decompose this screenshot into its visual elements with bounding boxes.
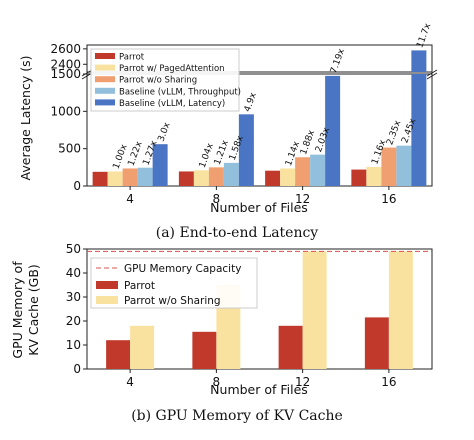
speedup-label: 1.04x (198, 141, 216, 169)
speedup-label: 3.0x (157, 121, 173, 144)
latency-legend-swatch (95, 53, 115, 59)
memory-y-axis-label-line1: GPU Memory of (10, 261, 25, 359)
latency-bar (208, 167, 224, 186)
latency-x-tick-label: 16 (381, 192, 396, 206)
lower-axis-frame (86, 73, 433, 187)
memory-y-tick-label: 10 (66, 338, 81, 352)
latency-legend-label: Baseline (vLLM, Throughput) (119, 87, 241, 97)
latency-x-tick-label: 12 (295, 192, 310, 206)
memory-legend-box (90, 257, 258, 309)
latency-bar (411, 50, 427, 72)
latency-legend-swatch (95, 87, 115, 94)
memory-bar (192, 331, 217, 369)
memory-bar (130, 325, 155, 369)
latency-legend-box (90, 48, 240, 112)
upper-axis-frame (86, 44, 433, 73)
memory-y-tick-label: 50 (66, 242, 81, 256)
latency-bar (295, 157, 311, 186)
latency-x-axis-label: Number of Files (210, 200, 308, 215)
latency-bar (92, 171, 108, 186)
memory-legend-label: Parrot w/o Sharing (124, 295, 221, 307)
latency-x-tick-label: 8 (213, 192, 221, 206)
memory-bar (106, 340, 131, 369)
latency-bar (280, 168, 296, 186)
latency-legend-label: Parrot w/o Sharing (119, 76, 197, 86)
latency-chart: 1.00x1.22x1.27x3.0x1.04x1.21x1.58x4.9x1.… (18, 22, 438, 241)
memory-legend-swatch (96, 296, 118, 304)
latency-y-axis-label: Average Latency (s) (18, 56, 33, 181)
speedup-label: 1.21x (213, 138, 231, 166)
memory-bar (388, 251, 413, 369)
memory-bar (364, 317, 389, 369)
latency-x-tick-label: 4 (126, 192, 134, 206)
latency-legend-label: Baseline (vLLM, Latency) (119, 99, 225, 109)
memory-y-tick-label: 40 (66, 266, 81, 280)
memory-legend-label: GPU Memory Capacity (124, 263, 241, 275)
memory-legend-label: Parrot (124, 280, 155, 292)
speedup-label: 1.88x (299, 128, 317, 156)
memory-legend-swatch (96, 281, 118, 289)
latency-y-tick-label: 2400 (50, 57, 81, 71)
latency-legend-swatch (95, 64, 115, 71)
memory-x-tick-label: 16 (381, 375, 396, 389)
memory-x-tick-label: 8 (213, 375, 221, 389)
memory-bar (302, 251, 327, 369)
latency-bar (325, 75, 341, 186)
latency-bar (152, 144, 168, 186)
latency-bar (351, 169, 367, 186)
latency-bar (310, 154, 326, 186)
latency-bar (137, 167, 153, 186)
latency-legend-label: Parrot (119, 53, 145, 63)
memory-caption: (b) GPU Memory of KV Cache (131, 408, 343, 424)
latency-caption: (a) End-to-end Latency (156, 225, 319, 241)
memory-x-axis-label: Number of Files (210, 382, 308, 397)
latency-bar (396, 145, 412, 186)
memory-y-tick-label: 0 (73, 362, 81, 376)
memory-y-tick-label: 20 (66, 314, 81, 328)
memory-bar (278, 325, 303, 369)
latency-legend-swatch (95, 99, 115, 106)
latency-bar (122, 168, 138, 186)
speedup-label: 7.19x (329, 47, 347, 75)
speedup-label: 4.9x (243, 91, 259, 114)
latency-bar (193, 170, 209, 186)
axis-break-marks (81, 69, 438, 80)
latency-bar (178, 171, 194, 186)
latency-bar (223, 162, 239, 186)
latency-bar (107, 171, 123, 186)
speedup-label: 1.00x (112, 143, 130, 171)
latency-y-tick-label: 1500 (50, 67, 81, 81)
latency-bar (238, 114, 254, 186)
latency-y-tick-label: 500 (58, 142, 81, 156)
memory-axis-frame (86, 248, 433, 370)
latency-legend-label: Parrot w/ PagedAttention (119, 64, 225, 74)
kv-cache-memory-chart: 0 10 20 30 40 50 4 8 12 16 GPU Memory Capacity Pa… (10, 242, 433, 424)
memory-y-tick-label: 30 (66, 290, 81, 304)
latency-bar (366, 166, 382, 186)
latency-y-tick-label: 1000 (50, 104, 81, 118)
latency-y-tick-label: 2600 (50, 42, 81, 56)
memory-x-tick-label: 12 (295, 375, 310, 389)
latency-bar (381, 147, 397, 186)
memory-y-axis-label-line2: KV Cache (GB) (26, 264, 41, 356)
latency-y-tick-label: 0 (73, 179, 81, 193)
memory-x-tick-label: 4 (126, 375, 134, 389)
latency-legend-swatch (95, 76, 115, 83)
latency-bar-lower-part (411, 74, 427, 186)
latency-bar (265, 170, 281, 186)
